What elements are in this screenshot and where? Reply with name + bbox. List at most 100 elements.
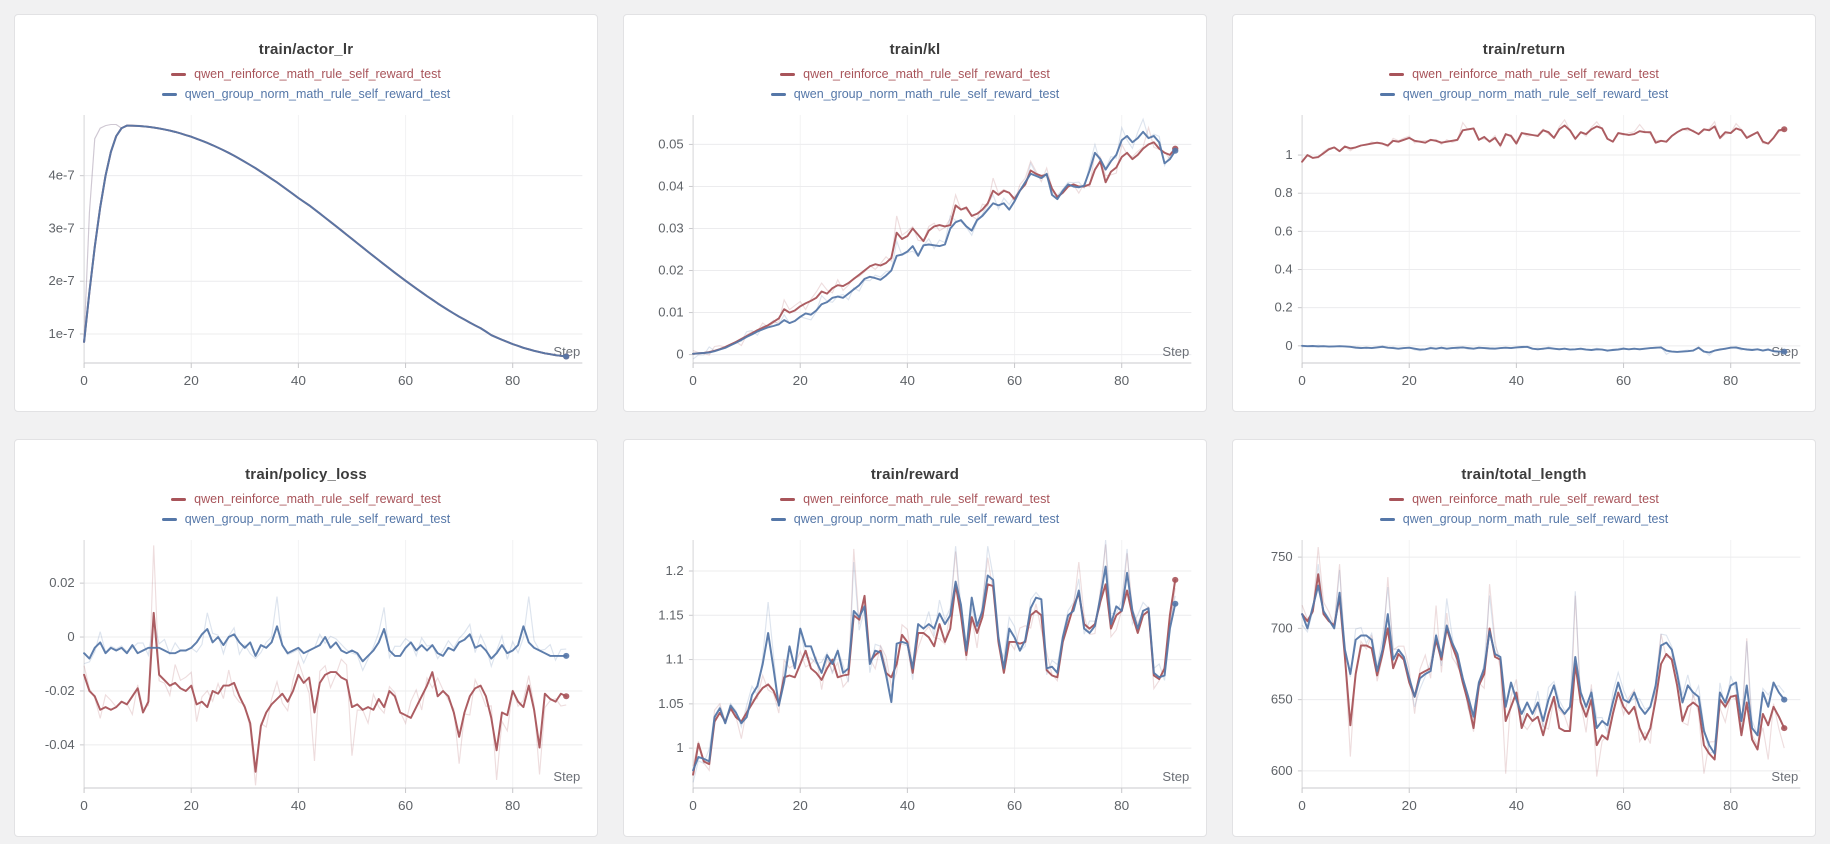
svg-text:20: 20 [1402,798,1417,813]
series-dash-icon [1379,518,1395,521]
legend-label: qwen_group_norm_math_rule_self_reward_te… [184,87,451,101]
svg-text:700: 700 [1271,621,1293,636]
legend-label: qwen_group_norm_math_rule_self_reward_te… [793,87,1060,101]
series-dash-icon [161,518,177,521]
series-dash-icon [780,498,796,501]
svg-text:0: 0 [1298,373,1306,388]
svg-text:Step: Step [1162,769,1189,784]
svg-text:0: 0 [80,373,88,388]
svg-text:60: 60 [1616,798,1631,813]
legend-label: qwen_group_norm_math_rule_self_reward_te… [1402,87,1669,101]
svg-text:3e-7: 3e-7 [48,221,74,236]
svg-text:Step: Step [1771,769,1798,784]
svg-text:80: 80 [1723,798,1738,813]
line-chart-plot[interactable]: 0.05 0.04 0.03 0.02 0.01 0 0 20 40 60 80 Step [624,107,1206,403]
svg-text:Step: Step [553,769,580,784]
svg-text:0.2: 0.2 [1274,300,1292,315]
legend-item-red[interactable]: qwen_reinforce_math_rule_self_reward_tes… [780,491,1050,508]
svg-text:60: 60 [398,373,413,388]
svg-text:60: 60 [1616,373,1631,388]
legend-item-red[interactable]: qwen_reinforce_math_rule_self_reward_tes… [171,491,441,508]
legend-item-red[interactable]: qwen_reinforce_math_rule_self_reward_tes… [1389,491,1659,508]
chart-legend: qwen_reinforce_math_rule_self_reward_tes… [15,66,597,103]
svg-text:0.02: 0.02 [658,263,683,278]
legend-label: qwen_reinforce_math_rule_self_reward_tes… [803,492,1050,506]
svg-text:0.8: 0.8 [1274,185,1292,200]
chart-title: train/total_length [1461,466,1587,483]
svg-text:80: 80 [505,798,520,813]
chart-title: train/kl [889,41,941,58]
line-chart-svg[interactable]: 750 700 650 600 0 20 40 60 80 Step [1233,532,1815,828]
svg-text:0.02: 0.02 [49,575,74,590]
svg-text:60: 60 [1007,373,1022,388]
svg-text:0.6: 0.6 [1274,224,1292,239]
legend-item-red[interactable]: qwen_reinforce_math_rule_self_reward_tes… [1389,66,1659,83]
svg-text:0: 0 [80,798,88,813]
line-chart-svg[interactable]: 0.05 0.04 0.03 0.02 0.01 00 20 40 60 80 Step [624,107,1206,403]
svg-text:1: 1 [676,740,683,755]
svg-text:20: 20 [1402,373,1417,388]
line-chart-plot[interactable]: 1.2 1.15 1.1 1.05 1 0 20 40 60 80 Step [624,532,1206,828]
svg-text:20: 20 [793,373,808,388]
legend-label: qwen_group_norm_math_rule_self_reward_te… [1402,512,1669,526]
line-chart-plot[interactable]: 750 700 650 600 0 20 40 60 80 Step [1233,532,1815,828]
chart-card-actor-lr: train/actor_lr qwen_reinforce_math_rule_… [14,14,598,412]
svg-text:40: 40 [900,798,915,813]
legend-item-blue[interactable]: qwen_group_norm_math_rule_self_reward_te… [1379,511,1669,528]
line-chart-svg[interactable]: 1.2 1.15 1.1 1.05 1 0 20 40 60 80 Step [624,532,1206,828]
line-chart-plot[interactable]: 4e-7 3e-7 2e-7 1e-7 0 20 40 60 80 Step [15,107,597,403]
chart-title: train/actor_lr [258,41,354,58]
svg-text:-0.02: -0.02 [45,683,75,698]
svg-text:20: 20 [793,798,808,813]
chart-card-return: train/return qwen_reinforce_math_rule_se… [1232,14,1816,412]
legend-label: qwen_reinforce_math_rule_self_reward_tes… [803,67,1050,81]
svg-text:1.1: 1.1 [665,652,683,667]
legend-label: qwen_reinforce_math_rule_self_reward_tes… [194,67,441,81]
svg-text:40: 40 [1509,373,1524,388]
series-dash-icon [171,498,187,501]
svg-text:0.03: 0.03 [658,221,683,236]
legend-item-blue[interactable]: qwen_group_norm_math_rule_self_reward_te… [1379,86,1669,103]
line-chart-svg[interactable]: 0.02 0 -0.02 -0.04 0 20 40 60 80 Step [15,532,597,828]
legend-item-blue[interactable]: qwen_group_norm_math_rule_self_reward_te… [770,86,1060,103]
chart-title: train/policy_loss [245,466,367,483]
svg-text:1.15: 1.15 [658,608,683,623]
chart-card-total-length: train/total_length qwen_reinforce_math_r… [1232,439,1816,837]
series-dash-icon [1389,73,1405,76]
svg-text:80: 80 [1723,373,1738,388]
legend-item-red[interactable]: qwen_reinforce_math_rule_self_reward_tes… [780,66,1050,83]
legend-label: qwen_reinforce_math_rule_self_reward_tes… [194,492,441,506]
svg-text:750: 750 [1271,549,1293,564]
svg-text:80: 80 [1114,798,1129,813]
legend-item-blue[interactable]: qwen_group_norm_math_rule_self_reward_te… [161,86,451,103]
svg-text:1: 1 [1285,147,1292,162]
chart-card-policy-loss: train/policy_loss qwen_reinforce_math_ru… [14,439,598,837]
svg-text:1.2: 1.2 [665,563,683,578]
svg-text:600: 600 [1271,763,1293,778]
legend-label: qwen_reinforce_math_rule_self_reward_tes… [1412,492,1659,506]
svg-text:80: 80 [505,373,520,388]
svg-text:40: 40 [1509,798,1524,813]
legend-item-red[interactable]: qwen_reinforce_math_rule_self_reward_tes… [171,66,441,83]
series-dash-icon [780,73,796,76]
chart-legend: qwen_reinforce_math_rule_self_reward_tes… [1233,491,1815,528]
line-chart-svg[interactable]: 10.80.60.40.20020406080Step [1233,107,1815,403]
legend-label: qwen_group_norm_math_rule_self_reward_te… [793,512,1060,526]
svg-text:40: 40 [291,373,306,388]
svg-text:60: 60 [1007,798,1022,813]
svg-text:40: 40 [291,798,306,813]
series-dash-icon [1389,498,1405,501]
svg-text:80: 80 [1114,373,1129,388]
line-chart-plot[interactable]: 10.80.60.40.20020406080Step [1233,107,1815,403]
svg-text:0.4: 0.4 [1274,262,1292,277]
svg-text:2e-7: 2e-7 [48,273,74,288]
chart-legend: qwen_reinforce_math_rule_self_reward_tes… [624,66,1206,103]
legend-item-blue[interactable]: qwen_group_norm_math_rule_self_reward_te… [770,511,1060,528]
line-chart-plot[interactable]: 0.02 0 -0.02 -0.04 0 20 40 60 80 Step [15,532,597,828]
svg-text:0: 0 [1298,798,1306,813]
legend-item-blue[interactable]: qwen_group_norm_math_rule_self_reward_te… [161,511,450,528]
svg-text:0.05: 0.05 [658,137,683,152]
svg-text:650: 650 [1271,692,1293,707]
svg-text:0: 0 [689,373,697,388]
